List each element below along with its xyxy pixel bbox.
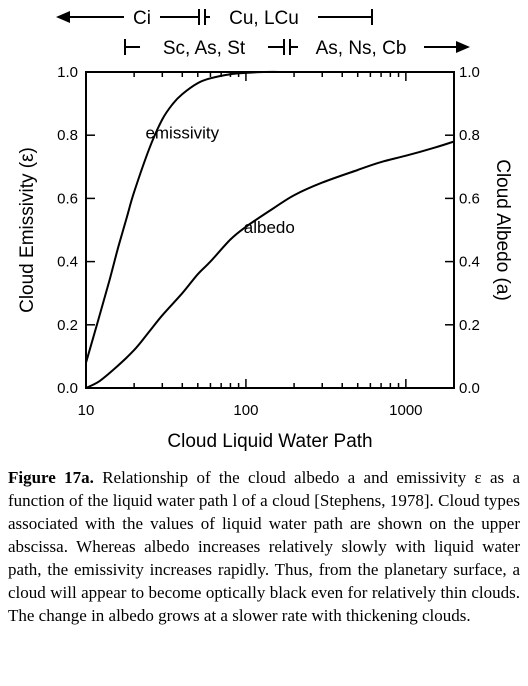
y-tick-label-left: 0.8	[57, 127, 78, 144]
y-tick-label-right: 0.8	[459, 127, 480, 144]
y-tick-label-right: 0.4	[459, 254, 480, 271]
series-label-albedo: albedo	[244, 218, 295, 237]
band-label-ci: Ci	[133, 8, 151, 29]
y-tick-label-right: 0.2	[459, 317, 480, 334]
band-label-sc-as-st: Sc, As, St	[163, 38, 246, 59]
y-tick-label-left: 0.0	[57, 380, 78, 397]
band-label-as-ns-cb: As, Ns, Cb	[316, 38, 407, 59]
x-tick-label: 1000	[389, 402, 422, 419]
y-tick-label-left: 0.6	[57, 190, 78, 207]
caption-label: Figure 17a.	[8, 468, 94, 487]
band-arrow-right-head	[456, 41, 470, 53]
series-label-emissivity: emissivity	[145, 123, 219, 142]
x-axis-label: Cloud Liquid Water Path	[167, 431, 372, 452]
y-tick-label-right: 0.6	[459, 190, 480, 207]
figure-caption: Figure 17a. Relationship of the cloud al…	[8, 466, 520, 627]
y-axis-ticks: 0.0 0.0 0.2 0.2 0.4 0.4 0.6 0.6 0.8 0.8 1.0 1.0	[57, 64, 480, 397]
cloud-type-bands	[56, 9, 470, 55]
caption-text: Relationship of the cloud albedo a and e…	[8, 468, 521, 625]
chart-figure: Ci Cu, LCu Sc, As, St As, Ns, Cb 10 100 10…	[17, 8, 513, 452]
y-tick-label-left: 0.2	[57, 317, 78, 334]
series-line-emissivity	[85, 70, 454, 363]
y-tick-label-right: 0.0	[459, 380, 480, 397]
cloud-type-band-labels: Ci Cu, LCu Sc, As, St As, Ns, Cb	[133, 8, 406, 59]
y-tick-label-right: 1.0	[459, 64, 480, 81]
series-line-albedo	[85, 140, 455, 389]
x-tick-label: 10	[78, 402, 95, 419]
x-tick-label: 100	[233, 402, 258, 419]
band-label-cu-lcu: Cu, LCu	[229, 8, 299, 29]
band-arrow-left-head	[56, 11, 70, 23]
y-axis-label-left: Cloud Emissivity (ε)	[17, 147, 38, 313]
y-tick-label-left: 1.0	[57, 64, 78, 81]
y-axis-label-right: Cloud Albedo (a)	[492, 159, 513, 301]
x-axis-ticks: 10 100 1000	[78, 72, 455, 419]
y-tick-label-left: 0.4	[57, 254, 78, 271]
series-layer: emissivity albedo	[85, 70, 455, 389]
